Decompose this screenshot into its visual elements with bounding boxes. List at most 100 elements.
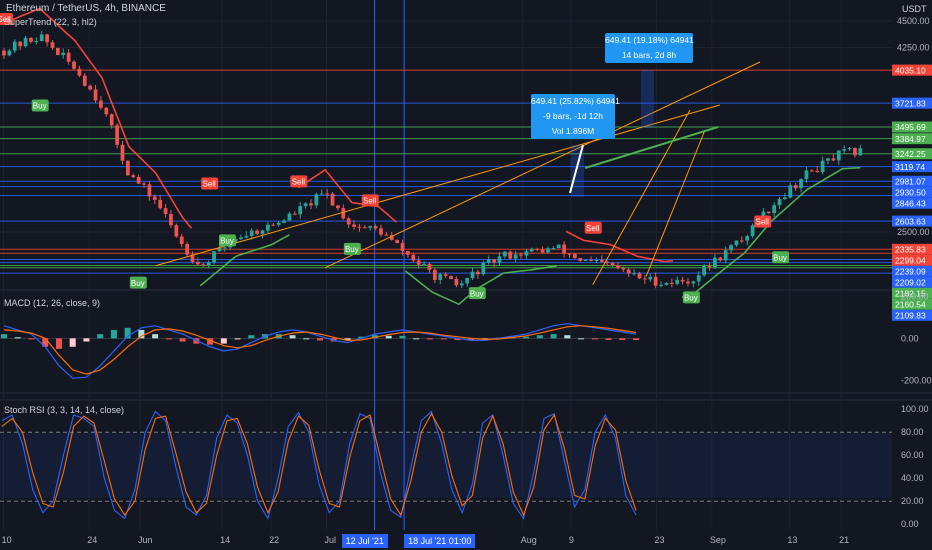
candle xyxy=(330,193,335,206)
macd-histogram-bar xyxy=(110,329,117,339)
candle xyxy=(815,170,820,172)
candle xyxy=(411,254,416,261)
price-level-tag xyxy=(892,197,932,209)
macd-histogram-bar xyxy=(220,338,227,344)
candle xyxy=(239,237,243,240)
sell-signal-tag xyxy=(201,177,219,190)
candle xyxy=(583,260,588,262)
macd-line xyxy=(3,322,637,379)
candle xyxy=(551,248,556,250)
price-level-tag xyxy=(892,161,932,173)
candle xyxy=(540,249,545,253)
y-tick-label: 200.00 xyxy=(901,291,929,301)
macd-histogram-bar xyxy=(165,338,172,340)
candle xyxy=(718,257,723,261)
candle xyxy=(158,199,163,209)
macd-histogram-bar xyxy=(550,334,557,339)
candle xyxy=(292,213,297,215)
y-tick-label: 2500.00 xyxy=(897,227,930,237)
candle xyxy=(831,158,836,161)
candle xyxy=(336,205,340,209)
price-level-value: 2209.02 xyxy=(895,278,926,288)
buy-signal-label: Buy xyxy=(33,102,47,111)
sell-signal-label: Sell xyxy=(586,224,600,233)
x-tick-label: Aug xyxy=(520,535,537,545)
price-level-value: 2299.04 xyxy=(895,256,926,266)
macd-histogram-bar xyxy=(605,338,612,341)
candle xyxy=(7,50,12,56)
buy-signal-tag xyxy=(129,276,147,289)
candle xyxy=(766,211,771,214)
buy-signal-tag xyxy=(343,242,361,255)
price-level-tag xyxy=(892,309,932,321)
x-tick-label: Jun xyxy=(138,535,153,545)
candle xyxy=(723,250,728,261)
candle xyxy=(201,264,206,266)
candle xyxy=(573,253,577,259)
candle xyxy=(120,144,125,161)
macd-histogram-bar xyxy=(179,338,186,342)
macd-histogram-bar xyxy=(14,337,21,339)
candle xyxy=(502,251,507,257)
candle xyxy=(125,160,130,176)
candle xyxy=(217,247,222,252)
candle xyxy=(222,247,227,249)
price-level-tag xyxy=(892,64,932,76)
candle xyxy=(691,281,696,284)
candle xyxy=(303,203,308,207)
candle xyxy=(395,240,400,244)
candle xyxy=(99,100,103,108)
candle xyxy=(196,261,200,265)
candle xyxy=(346,218,351,225)
buy-signal-label: Buy xyxy=(773,254,787,263)
sell-signal-tag xyxy=(0,12,13,25)
candle xyxy=(772,205,777,214)
candle xyxy=(212,251,216,263)
candle xyxy=(459,283,464,286)
x-tick-label: 13 xyxy=(787,535,798,545)
price-level-value: 2182.15 xyxy=(895,289,926,299)
candle xyxy=(136,177,141,184)
y-tick-label: 60.00 xyxy=(901,450,924,460)
candle xyxy=(314,194,319,206)
candle xyxy=(45,34,49,43)
y-tick-label: 40.00 xyxy=(901,473,924,483)
measure-tooltip-lower: 649.41 (25.82%) 64941 -9 bars, -1d 12h V… xyxy=(531,94,620,139)
candle xyxy=(23,37,28,47)
currency-label[interactable]: USDT xyxy=(902,4,927,14)
price-level-tag xyxy=(892,276,932,288)
measure-box xyxy=(571,145,584,197)
macd-histogram-bar xyxy=(248,335,255,339)
candle xyxy=(163,208,168,215)
candle xyxy=(632,273,636,275)
macd-histogram-bar xyxy=(124,327,131,339)
candle xyxy=(416,260,421,265)
supertrend-line xyxy=(404,264,558,306)
buy-signal-label: Buy xyxy=(220,237,234,246)
sell-signal-tag xyxy=(754,215,772,228)
crosshair-date-label: 18 Jul '21 01:00 xyxy=(404,534,476,548)
price-level-value: 2335.83 xyxy=(895,245,926,255)
candle xyxy=(788,185,793,198)
x-tick-label: Sep xyxy=(709,535,726,545)
price-level-tag xyxy=(892,215,932,227)
candle xyxy=(244,235,249,238)
macd-histogram-bar xyxy=(454,338,461,341)
candle xyxy=(616,265,620,269)
candle xyxy=(476,271,480,275)
buy-signal-tag xyxy=(772,251,790,264)
candle xyxy=(147,184,152,197)
macd-histogram-bar xyxy=(152,334,159,339)
candle xyxy=(713,257,717,268)
candle xyxy=(643,278,647,280)
supertrend-line xyxy=(297,168,398,223)
candle xyxy=(556,244,561,249)
candle xyxy=(707,265,712,268)
candle xyxy=(664,282,669,285)
candle xyxy=(648,276,653,280)
macd-histogram-bar xyxy=(564,335,571,339)
candle xyxy=(443,274,448,276)
price-level-value: 2160.54 xyxy=(895,300,926,310)
symbol-title: Ethereum / TetherUS, 4h, BINANCE xyxy=(6,3,166,14)
